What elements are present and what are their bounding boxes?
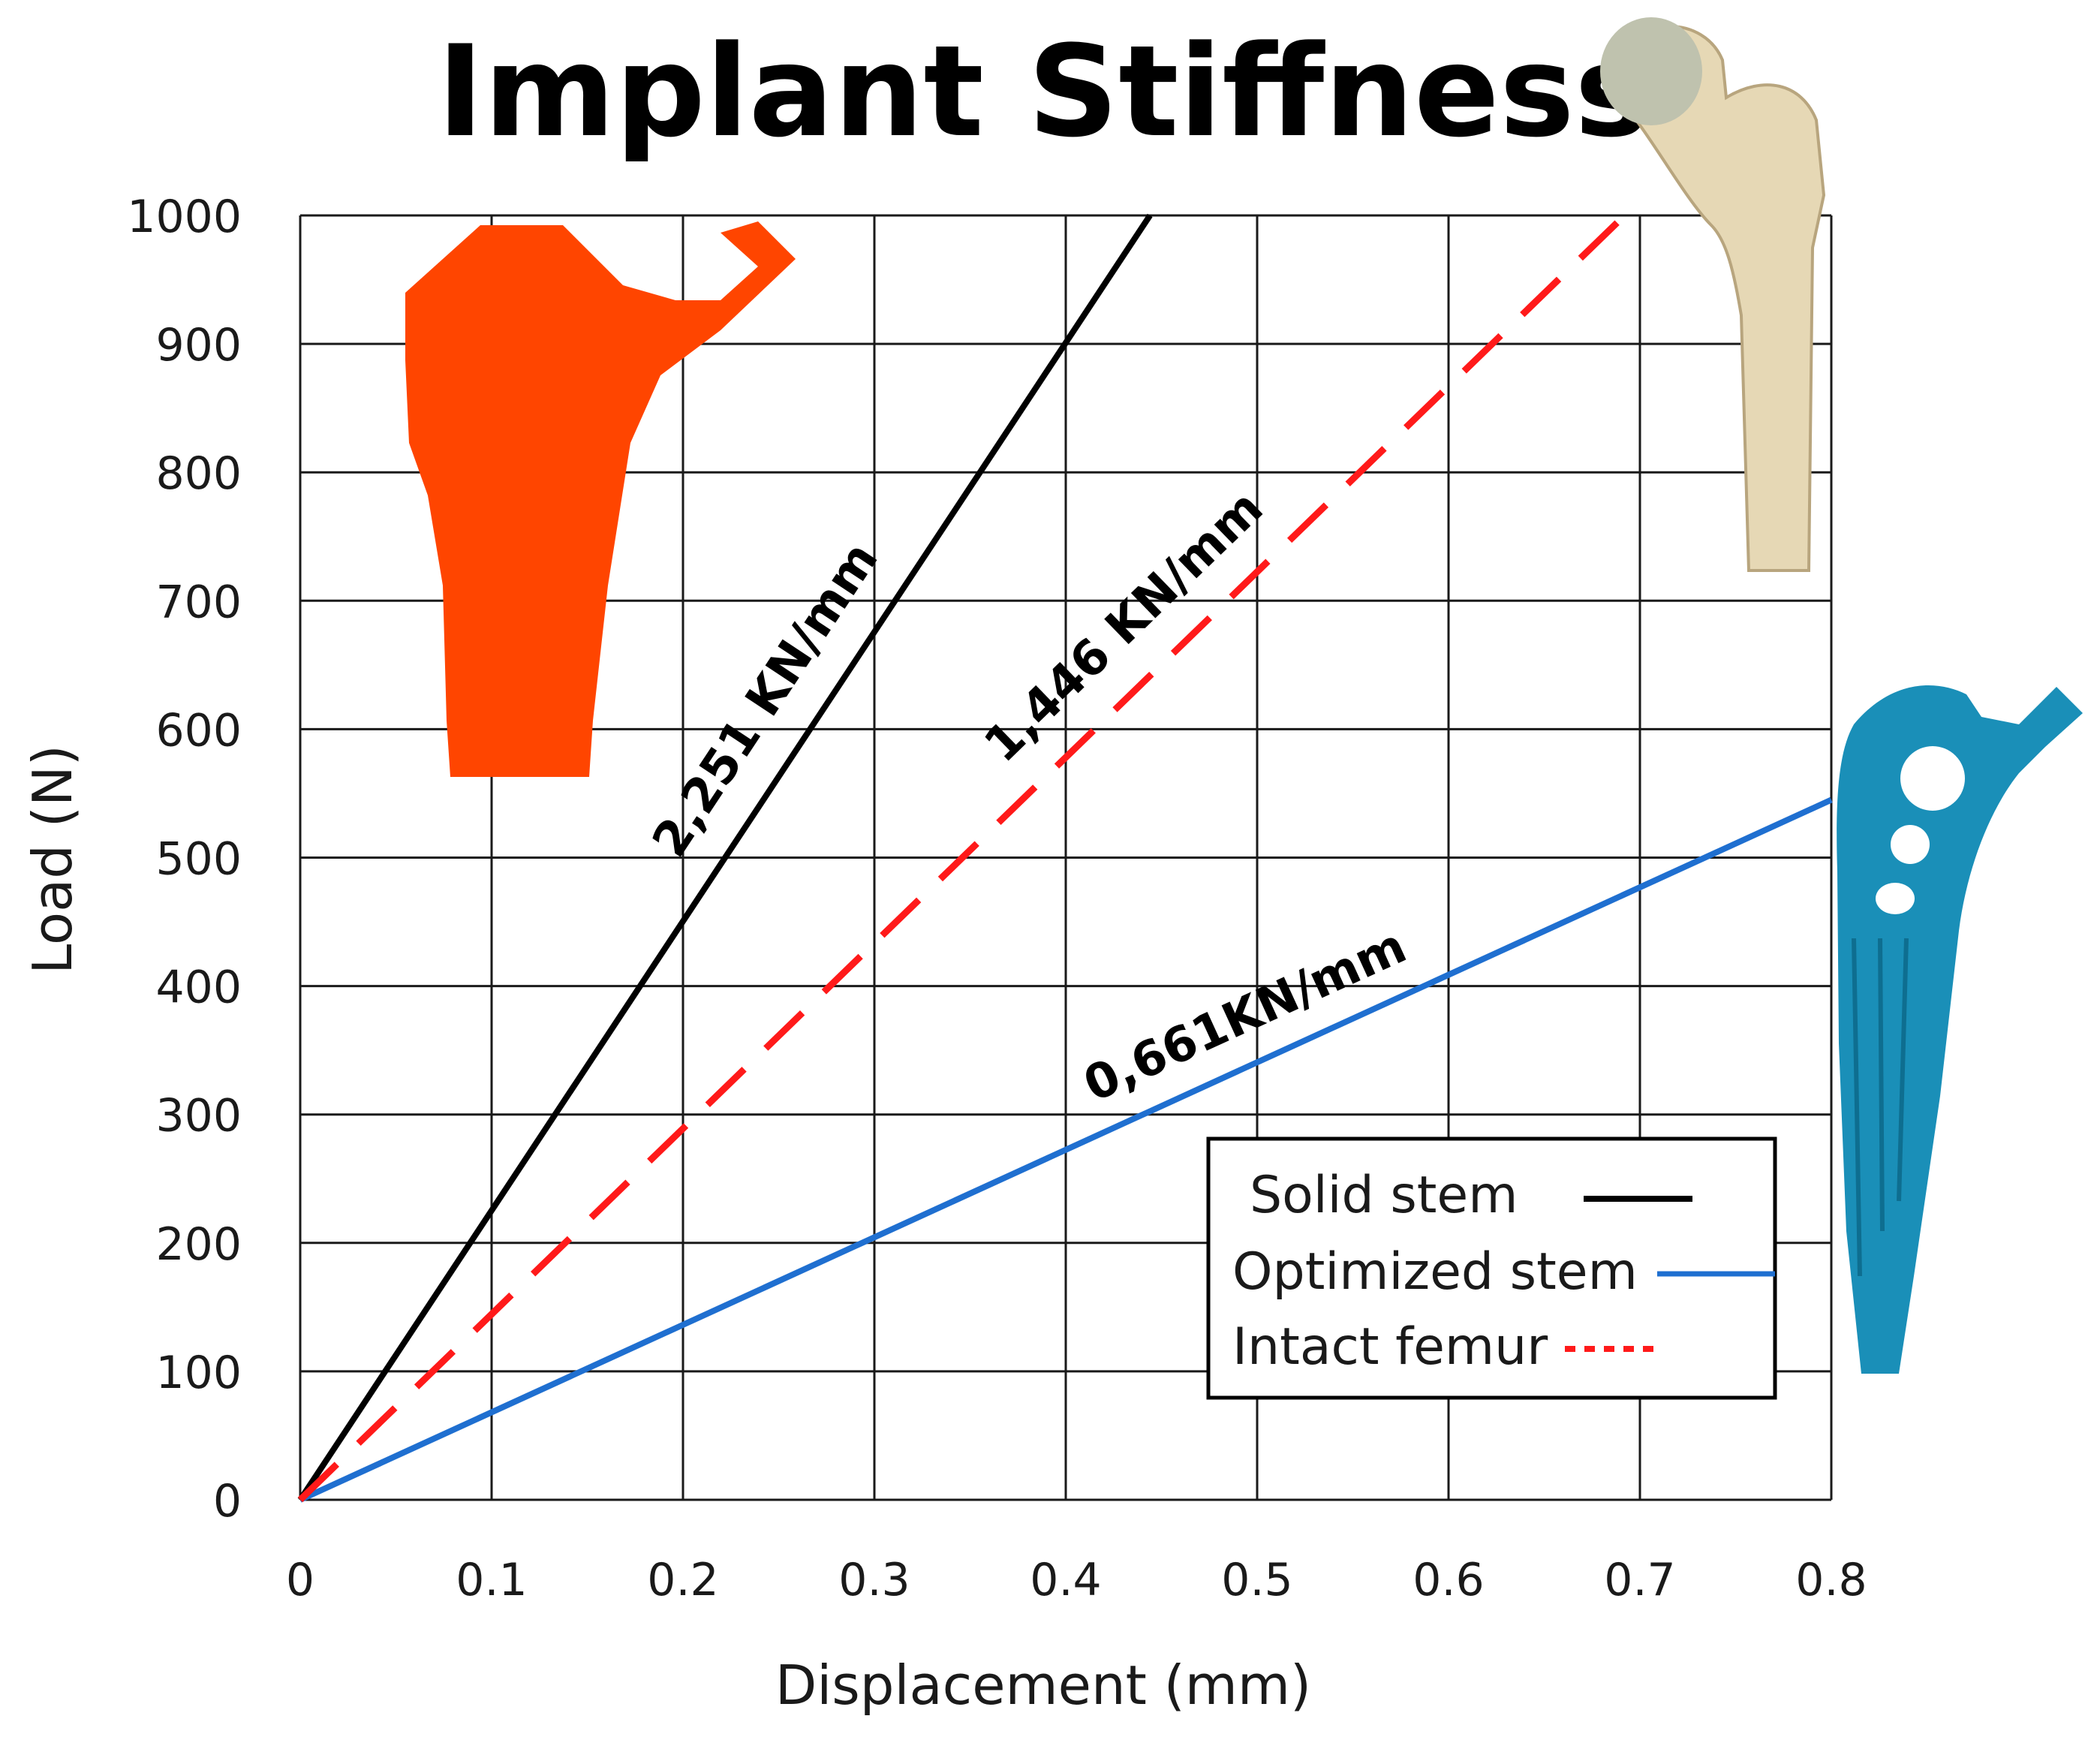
y-tick-label: 0 [213, 1475, 242, 1528]
x-tick-label: 0.6 [1413, 1554, 1484, 1606]
legend-label-optimized-stem: Optimized stem [1232, 1242, 1638, 1302]
legend-box [1206, 1136, 1777, 1400]
intact-femur-illustration [1600, 17, 1826, 572]
legend: Solid stem Optimized stem Intact femur [1206, 1136, 1777, 1400]
series-line-optimized-stem [299, 796, 1833, 1503]
y-tick-label: 600 [155, 704, 242, 757]
chart-title: Implant Stiffness [437, 18, 1650, 165]
series-line-solid-stem [297, 213, 1153, 1502]
y-tick-label: 400 [155, 962, 242, 1014]
series-lines [297, 212, 1833, 1503]
x-tick-label: 0.1 [456, 1554, 527, 1606]
y-tick-label: 800 [155, 447, 242, 500]
y-tick-label: 700 [155, 576, 242, 628]
series-line-intact-femur [297, 212, 1627, 1503]
y-tick-label: 200 [155, 1218, 242, 1271]
x-tick-label: 0.8 [1795, 1554, 1867, 1606]
x-axis-label: Displacement (mm) [775, 1654, 1311, 1717]
y-axis-label: Load (N) [21, 745, 84, 974]
tick-labels: 0 0.1 0.2 0.3 0.4 0.5 0.6 0.7 0.8 0 100 200 300 400 50… [127, 191, 1867, 1606]
x-tick-label: 0 [286, 1554, 314, 1606]
legend-label-solid-stem: Solid stem [1250, 1166, 1518, 1225]
y-tick-label: 1000 [127, 191, 242, 243]
x-tick-label: 0.3 [838, 1554, 910, 1606]
x-tick-label: 0.4 [1030, 1554, 1101, 1606]
optimized-stem-illustration [1837, 685, 2083, 1374]
x-tick-label: 0.5 [1221, 1554, 1292, 1606]
grid [299, 214, 1833, 1501]
legend-label-intact-femur: Intact femur [1232, 1317, 1548, 1377]
y-tick-label: 500 [155, 833, 242, 886]
y-tick-label: 100 [155, 1347, 242, 1399]
x-tick-label: 0.2 [647, 1554, 718, 1606]
solid-stem-illustration [405, 221, 796, 777]
x-tick-label: 0.7 [1604, 1554, 1675, 1606]
annotation-solid-stem-stiffness: 2,251 KN/mm [642, 533, 889, 867]
y-tick-label: 300 [155, 1090, 242, 1142]
y-tick-label: 900 [155, 319, 242, 372]
